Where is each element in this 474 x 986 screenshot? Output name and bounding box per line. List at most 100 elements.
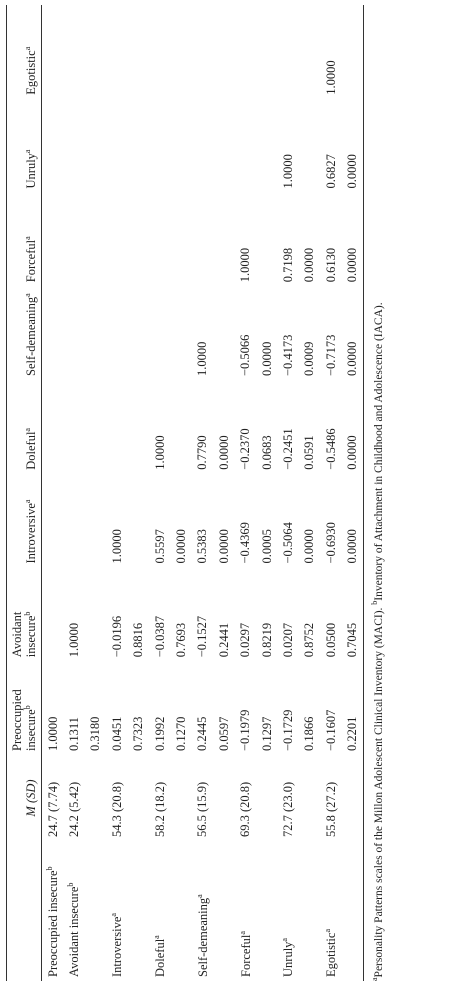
row-label-cell: Self-demeaninga	[192, 841, 213, 981]
cell: 0.0000	[214, 380, 235, 474]
cell-value: 0.0000	[345, 341, 360, 376]
cell-value: −0.4173	[280, 334, 295, 376]
note-marker: a	[23, 293, 33, 297]
cell: 0.2201	[342, 661, 364, 755]
cell-value: 55.8 (27.2)	[323, 781, 338, 837]
row-label-cell	[85, 841, 106, 981]
row-label-cell	[342, 841, 364, 981]
cell: 0.0000	[256, 286, 277, 380]
cell	[299, 99, 320, 193]
cell: −0.6930	[320, 474, 341, 568]
cell: 0.3180	[85, 661, 106, 755]
cell	[192, 5, 213, 99]
cell-value: 1.0000	[280, 154, 295, 189]
cell: −0.7173	[320, 286, 341, 380]
cell: 0.0591	[299, 380, 320, 474]
column-header: Forcefula	[7, 193, 42, 287]
footnote-text: Inventory of Attachment in Childhood and…	[373, 302, 386, 601]
cell	[64, 99, 85, 193]
cell: 1.0000	[192, 286, 213, 380]
cell: 0.0451	[107, 661, 128, 755]
cell-value: 0.0597	[216, 716, 231, 751]
cell: 0.7045	[342, 568, 364, 662]
column-header: Egotistica	[7, 5, 42, 99]
cell-value: 0.0000	[259, 341, 274, 376]
column-label: Introversive	[24, 503, 39, 564]
row-label: Unruly	[281, 941, 296, 977]
cell: 0.1311	[64, 661, 85, 755]
cell: −0.5066	[235, 286, 256, 380]
cell	[299, 5, 320, 99]
cell	[85, 5, 106, 99]
cell	[149, 286, 170, 380]
table-row: Forcefula 69.3 (20.8) −0.1979 0.0297 −0.4369…	[235, 5, 256, 981]
cell	[64, 286, 85, 380]
cell: 0.0000	[214, 474, 235, 568]
column-label: Doleful	[24, 431, 39, 470]
column-header: Self-demeaninga	[7, 286, 42, 380]
cell	[64, 5, 85, 99]
cell-value: 0.2441	[216, 622, 231, 658]
cell-value: 0.1866	[302, 716, 317, 751]
cell-value: 0.7790	[195, 435, 210, 470]
cell: −0.1607	[320, 661, 341, 755]
cell	[42, 193, 64, 287]
cell-value: 0.2201	[345, 716, 360, 751]
cell-value: 0.1311	[66, 717, 81, 751]
cell-value: 0.0683	[259, 435, 274, 470]
column-label: Self-demeaning	[24, 296, 39, 376]
cell-value: 0.0000	[345, 435, 360, 470]
column-header: Dolefula	[7, 380, 42, 474]
table-row: 0.7323 0.8816	[128, 5, 149, 981]
cell	[171, 380, 192, 474]
cell	[235, 99, 256, 193]
cell-value: 69.3 (20.8)	[238, 781, 253, 837]
row-label-cell	[299, 841, 320, 981]
row-label-cell: Preoccupied insecureb	[42, 841, 64, 981]
column-header: Unrulya	[7, 99, 42, 193]
cell-value: 54.3 (20.8)	[109, 781, 124, 837]
cell	[85, 193, 106, 287]
note-marker: a	[194, 894, 204, 898]
cell-value: −0.1729	[280, 709, 295, 751]
cell: 0.0000	[171, 474, 192, 568]
cell-value: 0.0000	[345, 154, 360, 189]
cell: 72.7 (23.0)	[278, 755, 299, 841]
cell-value: 24.2 (5.42)	[66, 781, 81, 837]
cell: 0.7198	[278, 193, 299, 287]
cell: 0.8752	[299, 568, 320, 662]
cell	[342, 5, 364, 99]
cell	[128, 474, 149, 568]
cell: −0.5486	[320, 380, 341, 474]
cell-value: 0.0000	[302, 247, 317, 283]
cell: 1.0000	[235, 193, 256, 287]
cell: 1.0000	[149, 380, 170, 474]
table-row: Preoccupied insecureb 24.7 (7.74) 1.0000	[42, 5, 64, 981]
cell-value: 0.7693	[173, 622, 188, 658]
cell: 0.0297	[235, 568, 256, 662]
cell	[128, 99, 149, 193]
cell: 0.0005	[256, 474, 277, 568]
cell-value: 0.6130	[323, 247, 338, 283]
cell	[42, 474, 64, 568]
note-marker: a	[280, 938, 290, 942]
cell: 0.8219	[256, 568, 277, 662]
cell	[171, 5, 192, 99]
cell-value: 0.0000	[216, 435, 231, 470]
cell	[128, 755, 149, 841]
cell-value: 1.0000	[109, 529, 124, 564]
row-label-cell	[128, 841, 149, 981]
cell	[171, 99, 192, 193]
cell: −0.4173	[278, 286, 299, 380]
cell-value: −0.5064	[280, 522, 295, 564]
correlation-table: M (SD) Preoccupied insecureb Avoidant inse…	[6, 5, 364, 981]
cell: 0.0000	[342, 286, 364, 380]
cell: 0.1866	[299, 661, 320, 755]
cell-value: 56.5 (15.9)	[195, 781, 210, 837]
row-label-cell	[256, 841, 277, 981]
note-marker: b	[45, 866, 55, 871]
column-label: Forceful	[24, 239, 39, 283]
cell	[278, 5, 299, 99]
cell-value: 1.0000	[66, 622, 81, 658]
cell: 54.3 (20.8)	[107, 755, 128, 841]
